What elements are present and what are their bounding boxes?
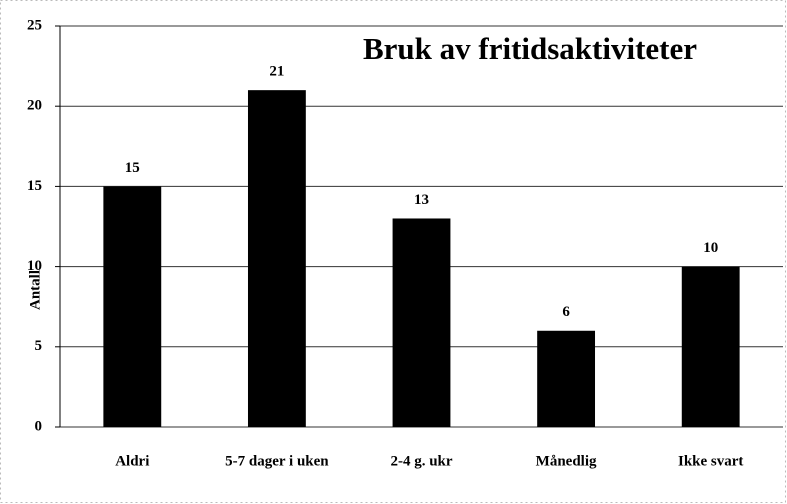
- data-label: 13: [414, 192, 429, 208]
- y-tick-label: 20: [27, 98, 42, 114]
- bar: [537, 330, 596, 427]
- chart-title: Bruk av fritidsaktiviteter: [363, 31, 697, 66]
- bar: [103, 186, 162, 427]
- y-tick-label: 15: [27, 178, 42, 194]
- y-tick-label: 10: [27, 258, 42, 274]
- y-axis-label: Antall: [27, 270, 43, 310]
- x-tick-label: Ikke svart: [678, 453, 743, 469]
- bar: [247, 90, 306, 427]
- y-tick-label: 25: [27, 17, 42, 33]
- data-label: 15: [125, 160, 140, 176]
- data-label: 10: [703, 240, 718, 256]
- data-label: 21: [269, 64, 284, 80]
- x-tick-label: 2-4 g. ukr: [390, 453, 452, 469]
- x-tick-label: Aldri: [115, 453, 149, 469]
- bar: [681, 266, 740, 427]
- x-tick-label: 5-7 dager i uken: [225, 453, 329, 469]
- bar: [392, 218, 451, 427]
- x-tick-label: Månedlig: [536, 453, 597, 469]
- data-label: 6: [562, 304, 570, 320]
- y-tick-label: 5: [35, 338, 43, 354]
- y-tick-label: 0: [35, 418, 43, 434]
